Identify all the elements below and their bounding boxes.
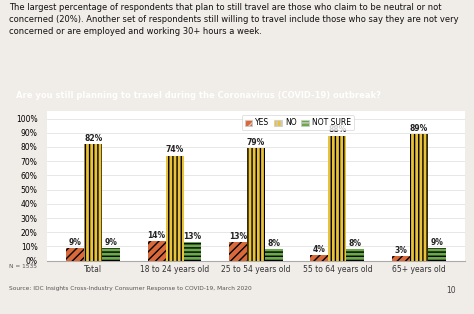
- Text: 3%: 3%: [394, 246, 407, 255]
- Text: 9%: 9%: [69, 238, 82, 247]
- Bar: [165, 155, 183, 261]
- Bar: [310, 255, 328, 261]
- Text: 89%: 89%: [410, 124, 428, 133]
- Text: 4%: 4%: [313, 245, 326, 254]
- Bar: [66, 248, 84, 261]
- Text: 8%: 8%: [349, 239, 362, 248]
- Text: 82%: 82%: [84, 134, 102, 143]
- Text: Are you still planning to travel during the Coronavirus (COVID-19) outbreak?: Are you still planning to travel during …: [16, 91, 381, 100]
- Text: The largest percentage of respondents that plan to still travel are those who cl: The largest percentage of respondents th…: [9, 3, 459, 36]
- Bar: [183, 242, 201, 261]
- Text: 9%: 9%: [105, 238, 118, 247]
- Bar: [84, 144, 102, 261]
- Bar: [102, 248, 120, 261]
- Text: 88%: 88%: [328, 126, 346, 134]
- Text: 10: 10: [446, 286, 456, 295]
- Bar: [265, 249, 283, 261]
- Text: 79%: 79%: [247, 138, 265, 147]
- Bar: [148, 241, 165, 261]
- Bar: [392, 256, 410, 261]
- Bar: [229, 242, 247, 261]
- Text: N = 1535: N = 1535: [9, 264, 37, 269]
- Text: 74%: 74%: [165, 145, 184, 154]
- Bar: [328, 136, 346, 261]
- Bar: [247, 149, 265, 261]
- Text: 13%: 13%: [229, 232, 247, 241]
- Text: 13%: 13%: [183, 232, 201, 241]
- Bar: [410, 134, 428, 261]
- Text: 8%: 8%: [267, 239, 280, 248]
- Bar: [346, 249, 364, 261]
- Text: 14%: 14%: [147, 230, 166, 240]
- Bar: [428, 248, 446, 261]
- Legend: YES, NO, NOT SURE: YES, NO, NOT SURE: [242, 115, 354, 130]
- Text: 9%: 9%: [430, 238, 443, 247]
- Text: Source: IDC Insights Cross-Industry Consumer Response to COVID-19, March 2020: Source: IDC Insights Cross-Industry Cons…: [9, 286, 252, 291]
